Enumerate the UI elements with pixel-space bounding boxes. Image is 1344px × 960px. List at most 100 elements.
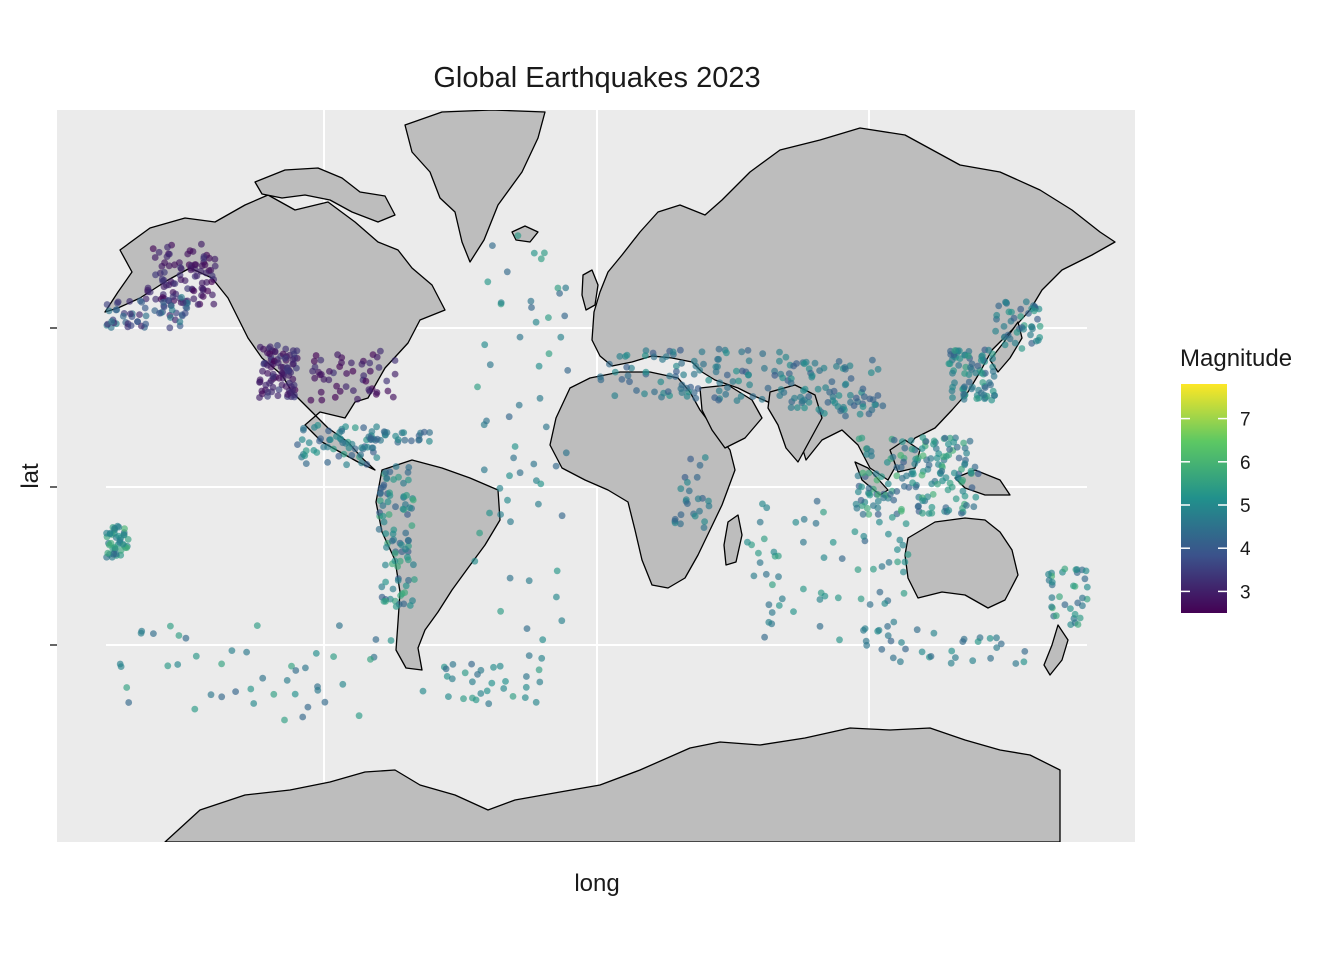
earthquake-point [175, 632, 183, 639]
earthquake-point [490, 663, 497, 671]
earthquake-point [946, 446, 953, 453]
earthquake-point [535, 362, 543, 370]
earthquake-point [509, 693, 517, 700]
y-axis-label: lat [17, 463, 44, 489]
land-greenland [404, 110, 546, 263]
earthquake-point [146, 288, 154, 296]
earthquake-point [1010, 314, 1018, 322]
earthquake-point [155, 248, 163, 256]
earthquake-point [973, 395, 981, 402]
earthquake-point [209, 291, 216, 299]
earthquake-point [939, 477, 946, 485]
earthquake-point [404, 536, 412, 544]
earthquake-point [525, 577, 533, 585]
earthquake-point [469, 678, 476, 686]
earthquake-point [886, 491, 894, 498]
earthquake-point [991, 392, 999, 399]
earthquake-point [915, 502, 922, 510]
earthquake-point [1006, 335, 1014, 343]
earthquake-point [373, 353, 381, 361]
earthquake-point [722, 390, 730, 398]
earthquake-point [1082, 567, 1090, 575]
earthquake-point [888, 514, 896, 521]
earthquake-point [409, 597, 416, 605]
earthquake-point [507, 518, 514, 526]
earthquake-point [677, 485, 685, 493]
earthquake-point [389, 393, 397, 401]
earthquake-point [369, 444, 377, 452]
earthquake-point [887, 637, 895, 645]
earthquake-point [801, 404, 808, 412]
earthquake-point [285, 379, 293, 387]
earthquake-point [522, 683, 530, 691]
earthquake-point [191, 261, 199, 268]
earthquake-point [554, 284, 562, 292]
earthquake-point [1048, 603, 1055, 611]
earthquake-point [925, 510, 933, 517]
earthquake-point [974, 362, 982, 370]
earthquake-point [874, 365, 882, 373]
earthquake-point [790, 608, 797, 615]
earthquake-point [737, 393, 745, 400]
earthquake-point [970, 503, 978, 511]
earthquake-point [987, 654, 994, 662]
earthquake-point [208, 272, 216, 280]
earthquake-point [986, 635, 994, 642]
earthquake-point [264, 370, 271, 377]
earthquake-point [876, 518, 883, 526]
earthquake-point [342, 383, 350, 390]
earthquake-point [814, 385, 822, 393]
earthquake-point [756, 559, 764, 566]
earthquake-point [530, 460, 538, 468]
earthquake-point [1067, 605, 1074, 612]
earthquake-point [165, 297, 172, 304]
earthquake-point [383, 474, 391, 482]
earthquake-point [530, 249, 538, 257]
earthquake-point [301, 452, 309, 459]
earthquake-point [765, 601, 773, 609]
earthquake-point [382, 561, 389, 569]
earthquake-point [552, 462, 560, 470]
earthquake-point [902, 520, 910, 528]
earthquake-point [852, 394, 860, 402]
earthquake-point [420, 428, 428, 436]
earthquake-point [835, 392, 843, 399]
earthquake-point [928, 480, 936, 488]
earthquake-point [959, 487, 967, 495]
earthquake-point [410, 561, 417, 569]
earthquake-point [714, 363, 721, 371]
earthquake-point [859, 510, 867, 518]
earthquake-point [1020, 658, 1028, 666]
earthquake-point [389, 585, 397, 593]
earthquake-point [956, 355, 964, 362]
earthquake-point [558, 617, 566, 625]
earthquake-point [365, 386, 373, 394]
earthquake-point [338, 359, 345, 367]
earthquake-point [532, 698, 540, 706]
earthquake-point [826, 388, 833, 396]
chart-title: Global Earthquakes 2023 [433, 62, 760, 94]
land-great-britain [581, 269, 599, 311]
earthquake-point [121, 525, 128, 533]
legend-tick-label: 6 [1240, 453, 1251, 474]
earthquake-point [899, 541, 907, 549]
legend-tick-label: 4 [1240, 539, 1251, 560]
earthquake-point [997, 640, 1005, 648]
earthquake-point [310, 357, 318, 365]
earthquake-point [402, 545, 409, 553]
earthquake-point [881, 600, 889, 607]
earthquake-point [865, 511, 873, 518]
earthquake-point [958, 465, 965, 473]
earthquake-point [538, 654, 546, 662]
earthquake-point [993, 644, 1001, 651]
earthquake-point [701, 454, 709, 461]
earthquake-point [749, 393, 757, 400]
earthquake-point [191, 705, 199, 713]
earthquake-point [426, 429, 433, 436]
earthquake-point [657, 378, 665, 386]
earthquake-point [289, 360, 297, 368]
earthquake-point [918, 471, 926, 479]
earthquake-point [142, 312, 150, 320]
earthquake-point [863, 451, 871, 458]
earthquake-point [847, 391, 854, 399]
